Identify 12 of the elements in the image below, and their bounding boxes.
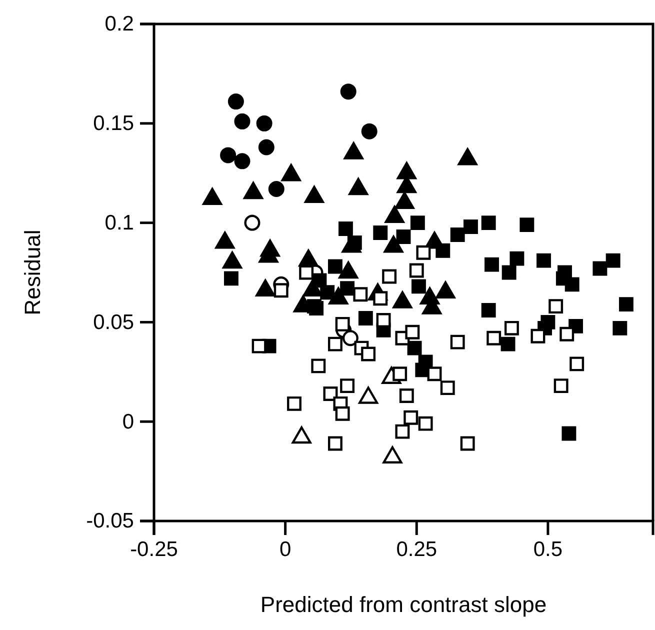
y-tick-label: 0 [122, 410, 134, 434]
x-tick-label: 0.5 [533, 538, 563, 561]
y-tick-label: 0.05 [93, 310, 134, 334]
y-tick-label: 0.15 [93, 112, 134, 136]
y-tick-label: 0.2 [104, 12, 134, 36]
y-tick-label: -0.05 [86, 510, 134, 533]
x-axis-title: Predicted from contrast slope [260, 592, 547, 617]
x-tick-label: 0 [279, 538, 292, 561]
y-tick-label: 0.1 [104, 212, 134, 235]
x-tick-label: -0.25 [130, 538, 178, 561]
y-axis-title: Residual [20, 230, 45, 316]
x-tick-label: 0.25 [396, 538, 438, 561]
